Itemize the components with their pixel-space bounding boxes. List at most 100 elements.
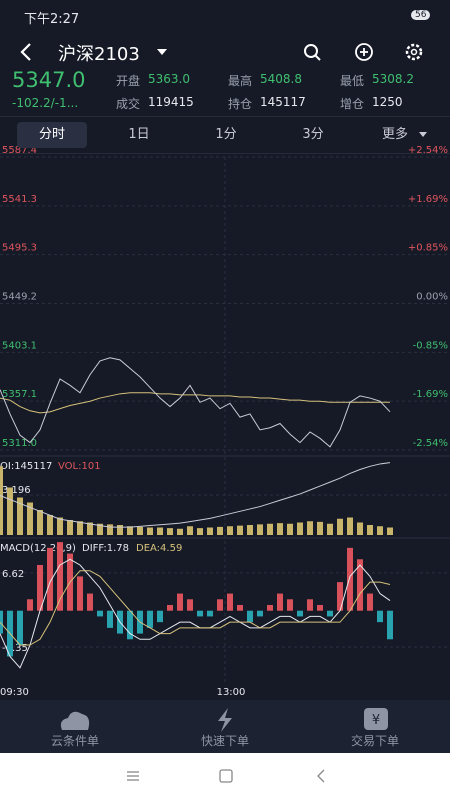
dea-label: DEA:4.59 [136,543,182,554]
menu-icon[interactable] [127,771,139,781]
tab[interactable]: 分时 [17,122,87,148]
field-label: 开盘 [116,74,141,88]
nav-label[interactable]: 云条件单 [50,734,99,748]
x-tick-label: 13:00 [217,687,246,698]
volume-bar [127,526,133,535]
y-tick-label: 5495.3 [2,243,37,254]
pct-label: -1.69% [413,389,448,400]
volume-bar [187,526,193,535]
status-time: 下午2:27 [24,12,80,27]
more-caret [419,132,427,137]
trade-icon[interactable] [364,708,388,730]
macd-bar [0,610,3,634]
y-tick-label: 5449.2 [2,292,37,303]
volume-bar [7,487,13,535]
y-tick-label: 5357.1 [2,389,37,400]
macd-bar [377,610,383,623]
nav-label[interactable]: 交易下单 [350,734,399,748]
title: 沪深2103 [58,44,140,65]
back-nav-icon[interactable] [317,769,325,783]
macd-bar [157,610,163,623]
volume-bar [17,497,23,535]
macd-bar [227,593,233,611]
volume-bar [267,523,273,535]
macd-bar [167,605,173,611]
macd-bar [177,593,183,611]
pct-label: +1.69% [408,194,448,205]
volume-bar [317,521,323,535]
nav-icons: ¥ [60,708,388,732]
x-tick-label: 09:30 [0,687,29,698]
volume-bar [247,525,253,535]
macd-bar [77,576,83,611]
volume-bar [227,526,233,535]
macd-bar [347,547,353,611]
nav-label[interactable]: 快速下单 [200,734,249,748]
macd-bar [297,610,303,617]
volume-bar [307,521,313,535]
volume-bar [137,526,143,535]
settings-icon[interactable] [405,43,423,61]
volume-bar [207,527,213,535]
volume-bar [237,525,243,535]
yen-glyph: ¥ [372,713,380,728]
macd-bar [247,610,253,623]
volume-bar [297,522,303,535]
charts: 5587.4 +2.54% 5541.3 +1.69% 5495.3 +0.85% 5449… [0,132,450,698]
macd-bar [47,547,53,611]
tab[interactable]: 3分 [302,127,324,142]
search-icon[interactable] [304,44,321,61]
volume-bar [37,510,43,535]
macd-bar [57,542,63,611]
dea-line [0,570,391,646]
volume-bar [257,524,263,535]
volume-bar [167,528,173,535]
macd-bar [267,605,273,611]
back-icon[interactable] [20,43,31,61]
volume-bar [107,524,113,535]
macd-bar [287,599,293,611]
volume-bar [337,518,343,535]
volume-bar [367,525,373,535]
last-price: 5347.0 [12,68,86,92]
field-label: 最低 [340,74,365,88]
pct-label: +2.54% [408,145,448,156]
home-icon[interactable] [219,769,233,783]
macd-bar [337,582,343,611]
tab[interactable]: 更多 [381,127,408,142]
pct-label: +0.85% [408,243,448,254]
volume-bar [287,523,293,535]
y-tick-label: 5403.1 [2,340,37,351]
vol-label: VOL:101 [58,461,101,472]
cloud-icon[interactable] [60,711,90,730]
field-value: 119415 [148,95,194,109]
pct-label: -0.85% [413,340,448,351]
y-tick-label: 5541.3 [2,194,37,205]
volume-bar [177,528,183,535]
diff-line [0,558,391,669]
volume-bar [57,517,63,535]
tab[interactable]: 1日 [128,127,150,142]
tab[interactable]: 1分 [215,127,237,142]
volume-bar [197,528,203,535]
macd-bar [257,610,263,617]
volume-bar [347,517,353,535]
macd-bar [237,605,243,611]
oi-label: OI:145117 [0,461,52,472]
dropdown-icon[interactable] [157,49,167,55]
macd-bar [217,599,223,611]
pct-label: 0.00% [416,292,448,303]
add-icon[interactable] [355,43,373,61]
volume-bar [47,515,53,535]
macd-bar [17,610,23,645]
volume-bar [327,523,333,535]
macd-bar [357,559,363,611]
macd-bar [187,599,193,611]
macd-bar [127,610,133,640]
volume-bar [67,520,73,535]
flash-icon[interactable] [218,708,232,732]
y-tick-label: 5587.4 [2,145,37,156]
